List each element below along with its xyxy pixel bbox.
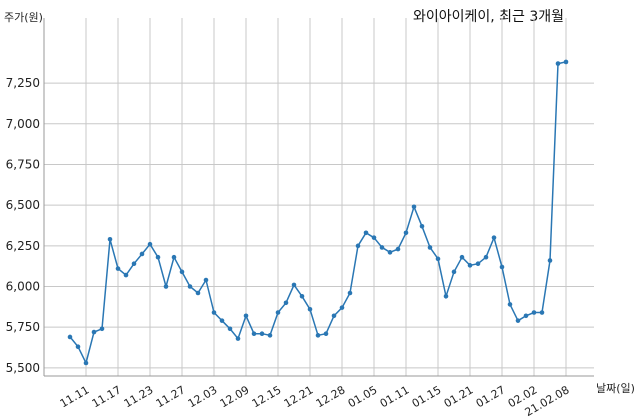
- data-point: [195, 290, 201, 296]
- data-point: [251, 331, 257, 336]
- data-point: [387, 250, 393, 255]
- y-tick-label: 6,000: [6, 280, 40, 294]
- data-point: [459, 254, 465, 260]
- x-tick-label: 12.21: [282, 383, 316, 410]
- data-point: [379, 245, 385, 250]
- data-point: [531, 310, 537, 315]
- data-point: [483, 254, 489, 260]
- data-point: [427, 245, 433, 250]
- data-point: [179, 269, 185, 275]
- data-point: [123, 272, 129, 278]
- data-point: [243, 313, 249, 319]
- data-point: [499, 264, 505, 270]
- x-axis-label: 날짜(일): [596, 382, 635, 395]
- data-point: [283, 300, 289, 306]
- data-point: [523, 313, 529, 319]
- data-point: [147, 241, 153, 247]
- x-tick-label: 01.11: [378, 383, 412, 410]
- data-point: [419, 223, 425, 229]
- y-tick-label: 6,750: [6, 157, 40, 171]
- data-point: [155, 254, 161, 260]
- data-point: [171, 254, 177, 260]
- data-point: [227, 326, 233, 332]
- data-point: [539, 310, 545, 315]
- data-point: [403, 230, 409, 236]
- data-point: [563, 59, 569, 65]
- x-tick-label: 12.09: [218, 383, 252, 410]
- data-point: [371, 235, 377, 240]
- data-point: [91, 329, 97, 335]
- data-point: [67, 334, 73, 340]
- x-tick-label: 01.05: [346, 383, 380, 410]
- data-point: [131, 261, 137, 267]
- data-point: [515, 318, 521, 323]
- y-tick-label: 6,250: [6, 239, 40, 253]
- x-tick-label: 11.27: [154, 383, 188, 410]
- data-point: [315, 333, 321, 338]
- y-axis-label: 주가(원): [4, 11, 43, 24]
- y-tick-label: 5,500: [6, 361, 40, 375]
- data-point: [83, 360, 89, 366]
- x-tick-label: 11.23: [122, 383, 156, 410]
- data-point: [355, 243, 361, 249]
- data-point: [467, 263, 473, 268]
- x-tick-label: 01.21: [442, 383, 476, 410]
- data-point: [291, 282, 297, 288]
- data-point: [99, 326, 105, 332]
- data-point: [491, 235, 497, 240]
- data-point: [139, 251, 145, 257]
- x-tick-label: 12.28: [314, 383, 348, 410]
- data-point: [347, 290, 353, 296]
- y-tick-label: 7,000: [6, 117, 40, 131]
- data-point: [307, 306, 313, 312]
- data-point: [211, 310, 217, 315]
- x-tick-label: 11.11: [58, 383, 92, 410]
- data-point: [339, 305, 345, 310]
- x-tick-label: 11.17: [90, 383, 124, 410]
- x-tick-label: 12.03: [186, 383, 220, 410]
- data-point: [475, 261, 481, 267]
- data-point: [411, 204, 417, 210]
- series-line: [69, 61, 567, 366]
- x-tick-label: 12.15: [250, 383, 284, 410]
- data-point: [267, 333, 273, 338]
- data-point: [547, 258, 553, 263]
- data-point: [115, 266, 121, 271]
- data-point: [75, 344, 81, 350]
- data-point: [219, 318, 225, 323]
- data-point: [451, 269, 457, 275]
- y-tick-label: 7,250: [6, 76, 40, 90]
- x-tick-label: 01.27: [474, 383, 508, 410]
- chart-title: 와이아이케이, 최근 3개월: [412, 9, 564, 25]
- data-point: [443, 293, 449, 299]
- data-point: [187, 284, 193, 289]
- data-point: [235, 336, 241, 341]
- data-point: [259, 331, 265, 336]
- data-point: [323, 331, 329, 336]
- data-point: [331, 313, 337, 319]
- data-point: [507, 302, 513, 307]
- data-point: [275, 310, 281, 315]
- data-point: [163, 284, 169, 289]
- data-point: [107, 237, 113, 242]
- x-tick-label: 01.15: [410, 383, 444, 410]
- data-point: [395, 246, 401, 252]
- data-point: [203, 277, 209, 283]
- data-point: [435, 256, 441, 262]
- data-point: [363, 230, 369, 236]
- data-point: [555, 61, 561, 66]
- y-tick-label: 6,500: [6, 198, 40, 212]
- data-point: [299, 293, 305, 299]
- y-tick-label: 5,750: [6, 320, 40, 334]
